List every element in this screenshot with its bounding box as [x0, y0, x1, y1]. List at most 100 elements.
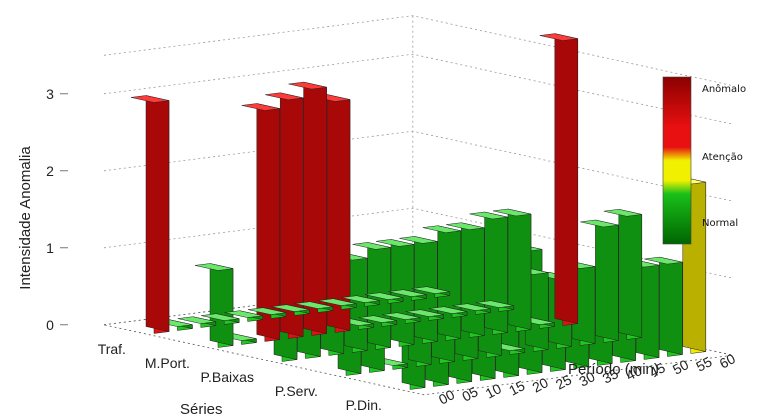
x-tick-label: 10	[483, 380, 504, 402]
bar-top-face	[288, 81, 327, 90]
bar-top-face	[422, 225, 461, 233]
bar-Traf.-00	[130, 95, 170, 334]
bar-top-face	[318, 298, 357, 306]
bar-side-face	[659, 256, 683, 355]
series-tick-label: M.Port.	[145, 355, 190, 371]
x-tick-label: 45	[646, 359, 667, 381]
bar-side-face	[145, 95, 170, 332]
bar-top-face	[241, 103, 280, 111]
series-tick-label: P.Baixas	[201, 369, 254, 385]
x-tick-label: 25	[553, 371, 574, 393]
gridline-top	[103, 15, 733, 87]
bar-M.Port.-15	[265, 92, 304, 339]
gridline-z-3	[103, 53, 733, 125]
bar-Traf.-30	[271, 304, 310, 316]
z-tick-label: 3	[46, 86, 54, 102]
z-tick-label: 0	[46, 317, 54, 333]
bar-side-face	[303, 81, 327, 334]
colorbar-label-normal: Normal	[702, 218, 738, 229]
bar-top-face	[341, 295, 380, 303]
colorbar-gradient	[662, 76, 692, 245]
bar-side-face	[326, 94, 351, 331]
bar-Traf.-05	[154, 319, 193, 331]
bar-M.Port.-10	[241, 103, 281, 342]
series-tick-label: P.Serv.	[275, 383, 318, 399]
x-tick-label: 35	[600, 365, 621, 387]
x-tick-label: 20	[529, 374, 550, 396]
bar-side-face	[554, 33, 579, 324]
bar-P.Serv.-55	[580, 219, 619, 343]
bar-M.Port.-50	[428, 306, 468, 318]
bar-M.Port.-60	[475, 300, 515, 312]
bar-side-face	[484, 211, 508, 333]
colorbar-label-atencao: Atenção	[702, 152, 743, 163]
x-tick-label: 05	[459, 383, 480, 405]
x-tick-label: 30	[576, 368, 597, 390]
x-tick-label: 60	[717, 350, 738, 372]
bar-Traf.-35	[294, 301, 334, 313]
gridline-z-2	[103, 130, 733, 202]
bar-Traf.-50	[364, 292, 404, 304]
bar-M.Port.-45	[405, 309, 444, 321]
bar-side-face	[209, 263, 234, 346]
bar-top-face	[130, 95, 170, 103]
bar-P.Serv.-60	[603, 208, 643, 340]
bar-top-face	[364, 292, 404, 300]
z-tick-label: 1	[46, 240, 54, 256]
x-tick-label: 55	[693, 353, 714, 375]
x-tick-label: 50	[670, 356, 691, 378]
bar-top-face	[399, 236, 438, 244]
bar-M.Port.-55	[452, 303, 491, 315]
bar-Traf.-25	[247, 307, 287, 319]
bar-M.Port.-20	[288, 81, 327, 336]
bar-top-face	[539, 33, 578, 41]
bar-M.Port.-40	[382, 312, 421, 324]
bar-side-face	[279, 92, 304, 337]
bar-top-face	[224, 310, 263, 318]
y-axis-label: Intensidade Anomalia	[17, 146, 34, 290]
bar-Traf.-10	[177, 316, 217, 328]
bar-top-face	[580, 219, 619, 228]
z-tick-label: 2	[46, 163, 54, 179]
bar-M.Port.-30	[335, 318, 374, 330]
bar-top-face	[382, 312, 421, 320]
x-axis-label: Período (min)	[568, 361, 659, 378]
bar-P.Baixas-50	[492, 208, 532, 332]
bar-P.Din.-55	[644, 256, 683, 357]
bar-side-face	[507, 208, 532, 330]
bar-Traf.-15	[201, 313, 240, 325]
bar-top-face	[475, 300, 514, 308]
series-tick-label: Traf.	[98, 341, 126, 357]
bar-top-face	[428, 306, 468, 314]
bar-top-face	[358, 315, 397, 323]
bar-top-face	[271, 304, 310, 312]
series-axis-label: Séries	[180, 401, 223, 417]
bar-Traf.-20	[224, 310, 263, 322]
bar-top-face	[201, 313, 240, 321]
bar-P.Baixas-60	[539, 33, 579, 326]
bar-side-face	[618, 208, 643, 338]
labels-layer: Intensidade Anomalia Período (min) Série…	[17, 86, 738, 417]
colorbar-label-anomalo: Anômalo	[702, 83, 746, 95]
bar-Traf.-40	[318, 298, 357, 310]
bar-P.Serv.-35	[486, 343, 526, 355]
bar-M.Port.-25	[311, 94, 351, 333]
bar-Traf.-55	[388, 289, 427, 301]
bar-top-face	[294, 301, 333, 309]
bar-top-face	[446, 222, 485, 230]
bar-top-face	[492, 208, 532, 217]
x-tick-label: 40	[623, 362, 644, 384]
bar-top-face	[411, 286, 450, 294]
bar-side-face	[460, 222, 485, 336]
bar-top-face	[469, 211, 508, 220]
bar-side-face	[595, 219, 619, 341]
bar-Traf.-60	[411, 286, 451, 298]
x-tick-label: 00	[436, 386, 457, 408]
bar-side-face	[256, 103, 281, 340]
bar-top-face	[247, 307, 287, 315]
bar-top-face	[352, 242, 391, 250]
bar-top-face	[452, 303, 491, 311]
bar-top-face	[603, 209, 642, 217]
bar-top-face	[177, 316, 216, 324]
